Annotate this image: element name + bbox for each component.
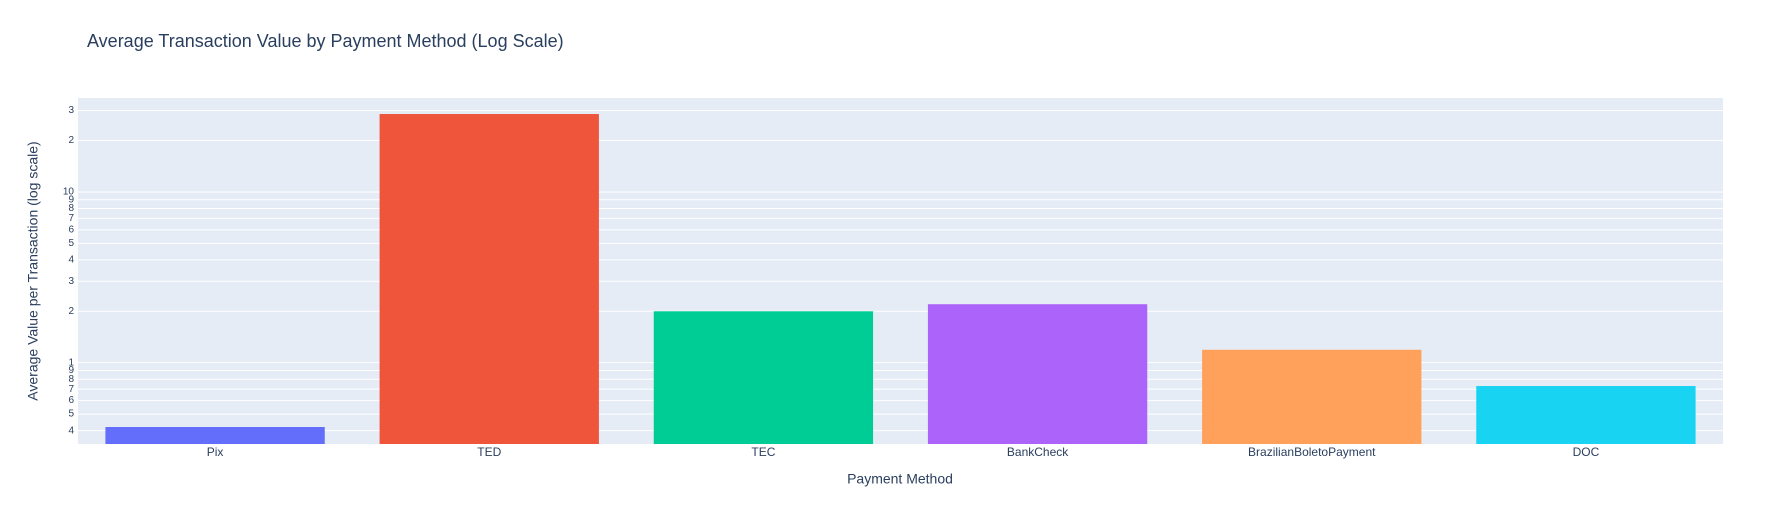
y-tick-label: 8 [68, 203, 74, 214]
y-tick-label: 6 [68, 395, 74, 406]
y-tick-label: 9 [68, 194, 74, 205]
bar [1202, 349, 1422, 444]
y-tick-label: 7 [68, 384, 74, 395]
y-tick-label: 3 [68, 105, 74, 116]
bar [379, 114, 599, 444]
y-tick-label: 3 [68, 276, 74, 287]
x-tick-label: TEC [751, 445, 775, 459]
bar [653, 311, 874, 444]
y-tick-label: 5 [68, 409, 74, 420]
plot-area [78, 98, 1723, 444]
bar [105, 427, 325, 444]
x-tick-label: DOC [1573, 445, 1600, 459]
x-axis-title: Payment Method [847, 471, 953, 487]
y-tick-label: 9 [68, 365, 74, 376]
x-tick-label: TED [477, 445, 501, 459]
bar [927, 304, 1148, 444]
y-tick-label: 6 [68, 224, 74, 235]
y-tick-label: 1 [68, 357, 74, 368]
x-tick-label: BankCheck [1007, 445, 1069, 459]
chart-title: Average Transaction Value by Payment Met… [87, 31, 564, 51]
y-tick-label: 2 [68, 135, 74, 146]
y-tick-label: 8 [68, 374, 74, 385]
y-tick-label: 5 [68, 238, 74, 249]
y-axis-title: Average Value per Transaction (log scale… [25, 141, 41, 400]
bar [1476, 386, 1696, 444]
y-tick-label: 2 [68, 306, 74, 317]
y-tick-label: 10 [63, 187, 75, 198]
x-tick-label: Pix [207, 445, 224, 459]
x-tick-label: BrazilianBoletoPayment [1248, 445, 1376, 459]
y-tick-label: 7 [68, 213, 74, 224]
y-tick-label: 4 [68, 425, 74, 436]
y-tick-label: 4 [68, 255, 74, 266]
